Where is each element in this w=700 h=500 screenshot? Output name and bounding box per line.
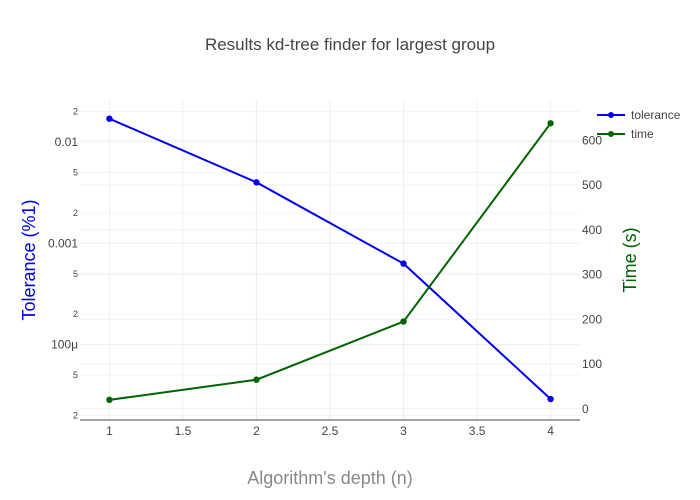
y-tick-label: 0.001	[48, 236, 78, 250]
y2-tick-label: 300	[582, 268, 602, 282]
legend-label-time: time	[631, 127, 654, 141]
y-axis-title: Tolerance (%1)	[19, 199, 39, 320]
y2-tick-label: 200	[582, 312, 602, 326]
chart-title: Results kd-tree finder for largest group	[205, 35, 495, 54]
x-axis-ticks: 1 1.5 2 2.5 3 3.5 4	[106, 424, 554, 438]
legend-label-tolerance: tolerance	[631, 108, 681, 122]
x-tick-label: 2.5	[322, 424, 339, 438]
x-tick-label: 1	[106, 424, 113, 438]
data-point-time	[547, 120, 554, 127]
y2-tick-label: 500	[582, 178, 602, 192]
y-minor-tick-label: 2	[73, 410, 78, 420]
x-tick-label: 3.5	[469, 424, 486, 438]
y-tick-label: 100μ	[51, 338, 78, 352]
data-point-time	[253, 376, 260, 383]
y-minor-tick-label: 5	[73, 269, 78, 279]
y-minor-tick-label: 5	[73, 168, 78, 178]
series-group	[106, 115, 554, 404]
y2-tick-label: 100	[582, 357, 602, 371]
data-point-tolerance	[253, 179, 260, 186]
y-minor-tick-label: 5	[73, 370, 78, 380]
y-axis-ticks: 0.01 0.001 100μ 2 5 2 5 2 5 2	[48, 107, 78, 421]
legend-marker-time	[608, 131, 614, 137]
data-point-tolerance	[400, 260, 407, 267]
y2-tick-label: 400	[582, 223, 602, 237]
series-line-tolerance	[109, 117, 552, 400]
x-axis-title: Algorithm's depth (n)	[247, 468, 413, 488]
y-minor-tick-label: 2	[73, 208, 78, 218]
y-minor-tick-label: 2	[73, 107, 78, 117]
y2-tick-label: 600	[582, 133, 602, 147]
y-tick-label: 0.01	[55, 135, 79, 149]
y2-axis-ticks: 0 100 200 300 400 500 600	[582, 133, 602, 416]
y2-axis-title: Time (s)	[620, 227, 640, 292]
data-point-tolerance	[547, 395, 554, 403]
series-line-time	[109, 122, 552, 401]
legend[interactable]: tolerance time	[597, 108, 681, 141]
grid	[80, 100, 580, 420]
x-tick-label: 2	[253, 424, 260, 438]
data-point-time	[400, 318, 407, 325]
y-minor-tick-label: 2	[73, 309, 78, 319]
x-tick-label: 4	[547, 424, 554, 438]
data-point-tolerance	[106, 115, 113, 122]
data-point-time	[106, 396, 113, 404]
y2-tick-label: 0	[582, 402, 589, 416]
x-tick-label: 3	[400, 424, 407, 438]
x-tick-label: 1.5	[175, 424, 192, 438]
legend-marker-tolerance	[608, 112, 614, 118]
